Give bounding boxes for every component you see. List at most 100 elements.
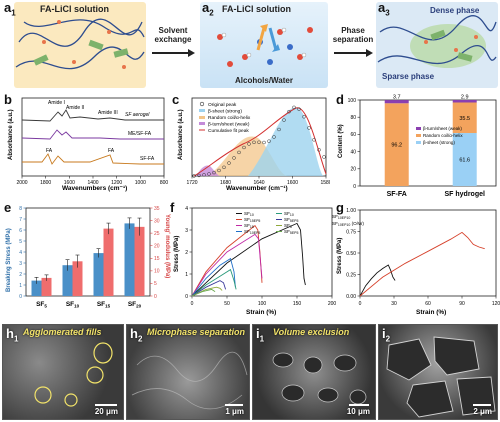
f-legend-sub: 5EP5 — [290, 219, 299, 223]
d-yticks: 0 20 40 60 80 100 — [348, 98, 360, 190]
c-legend-cumulative: Cumulative fit peak — [208, 128, 249, 134]
e-category-label: SF10 — [66, 301, 80, 309]
h2-scale-bar — [225, 404, 243, 406]
b-peak-amide-i: Amide I — [48, 100, 65, 106]
d-bar-segment — [452, 100, 477, 103]
h2-letter: h — [130, 326, 138, 341]
h2-label: h2 — [130, 326, 142, 344]
b-trace-bot — [22, 153, 164, 165]
c-data-point — [282, 118, 286, 122]
h2-sub: 2 — [137, 334, 143, 344]
e-bar — [134, 226, 145, 296]
g-series-line — [359, 231, 485, 297]
e-yticks-right: 0 5 10 15 20 25 30 35 — [150, 206, 160, 300]
c-fit-beta-sheet — [248, 107, 324, 176]
e-ytick-right-label: 0 — [154, 294, 157, 300]
g-lines — [359, 231, 485, 297]
c-data-point — [197, 173, 201, 178]
b-trace-label-mid: ME/SF-FA — [128, 131, 152, 137]
panel-g-label: g — [336, 200, 344, 215]
g-xlabel: Strain (%) — [416, 309, 446, 316]
g-xtick-label: 90 — [459, 301, 465, 307]
c-fit-beta-turn — [196, 165, 220, 176]
h1-label: h1 — [6, 326, 18, 344]
panel-a2-box — [200, 2, 328, 88]
f-xtick-label: 200 — [328, 301, 336, 307]
e-bar — [62, 265, 73, 296]
d-bars: 96.2 3.7 61.6 35.5 2.9 — [384, 95, 477, 186]
c-data-point — [222, 165, 226, 170]
d-ylabel: Content (%) — [338, 124, 344, 158]
panel-a1-label: a1 — [4, 0, 16, 18]
a2-title: FA-LiCl solution — [222, 4, 291, 14]
c-data-point — [312, 138, 316, 142]
d-bar-segment — [452, 133, 477, 186]
arrow1-line2: exchange — [154, 35, 192, 44]
d-ytick-label: 60 — [350, 132, 356, 138]
c-xtick-label: 1680 — [220, 180, 231, 186]
panel-a1-box — [14, 2, 146, 88]
c-data-point — [297, 107, 301, 111]
d-category-sf-fa: SF-FA — [387, 191, 407, 198]
e-ytick-left-label: 0 — [19, 294, 22, 300]
g-legend-sub: 10EP10 — [338, 223, 351, 227]
panel-c-label: c — [172, 92, 180, 107]
arrow2-icon — [334, 49, 373, 57]
c-data-point — [237, 150, 241, 155]
c-data-point — [242, 145, 246, 150]
panel-e-mech-chart: Breaking Stress (MPa) Young' modulus (MP… — [6, 206, 170, 309]
c-data-point — [202, 173, 206, 177]
d-bar-segment — [384, 103, 409, 186]
e-ytick-left-label: 6 — [19, 228, 22, 234]
b-peak-amide-ii: Amide II — [66, 105, 84, 111]
e-bar — [31, 280, 42, 296]
b-ylabel: Absorbance (a.u.) — [8, 109, 14, 160]
c-data-point — [272, 135, 276, 139]
e-category-sub: 10 — [74, 304, 80, 309]
e-ytick-right-label: 10 — [154, 269, 160, 275]
c-data-point — [217, 168, 221, 173]
a2-letter: a — [202, 0, 210, 15]
f-series-line — [191, 268, 237, 297]
c-data-point — [287, 109, 291, 114]
e-ytick-right-label: 25 — [154, 231, 160, 237]
g-ytick-label: 1.00 — [346, 208, 356, 214]
e-bar — [124, 223, 135, 296]
d-legend-random-coil: Random coil/α-helix — [423, 133, 463, 138]
f-legend-sub: 15EP5 — [250, 219, 261, 223]
arrow2-line1: Phase — [341, 26, 365, 35]
f-legend-text: SF10 — [244, 211, 254, 217]
f-legend-sub: 10EP5 — [250, 231, 261, 235]
f-xtick-label: 150 — [293, 301, 302, 307]
b-trace-label-top: SF aerogel — [125, 112, 150, 118]
c-data-point — [212, 170, 216, 175]
d-bar-segment — [452, 102, 477, 134]
c-xlabel: Wavenumber (cm⁻¹) — [226, 185, 288, 192]
f-legend-text: SF5EP5 — [284, 229, 298, 235]
f-legend-text: SF5EP5 — [284, 217, 298, 223]
e-ytick-left-label: 2 — [19, 272, 22, 278]
g-ylabel: Stress (MPa) — [337, 238, 343, 274]
c-data-point — [317, 148, 321, 152]
f-series-line — [191, 233, 263, 297]
e-bar — [72, 261, 83, 296]
sem-image-i2: i2 2 μm — [378, 324, 498, 420]
d-frame — [359, 99, 497, 187]
c-data-point — [302, 114, 306, 119]
a1-chain-illustration — [15, 18, 145, 70]
b-xtick-label: 1600 — [64, 180, 75, 186]
c-original-points — [192, 105, 326, 178]
a3-network-illustration — [377, 15, 497, 68]
c-legend-beta-turn: β-turn/sheet (weak) — [208, 122, 250, 128]
e-category-sub: 15 — [105, 304, 111, 309]
f-legend-text: SF10EP5 — [244, 229, 260, 235]
f-series-line — [191, 222, 306, 297]
c-data-point — [267, 139, 271, 143]
panel-e-label: e — [4, 200, 12, 215]
a2-sub: 2 — [209, 8, 214, 18]
a1-sub: 1 — [11, 8, 16, 18]
i2-label: i2 — [382, 326, 390, 344]
b-xtick-label: 800 — [160, 180, 169, 186]
g-xticks: 0 30 60 90 120 — [359, 296, 500, 307]
f-xtick-label: 50 — [224, 301, 230, 307]
